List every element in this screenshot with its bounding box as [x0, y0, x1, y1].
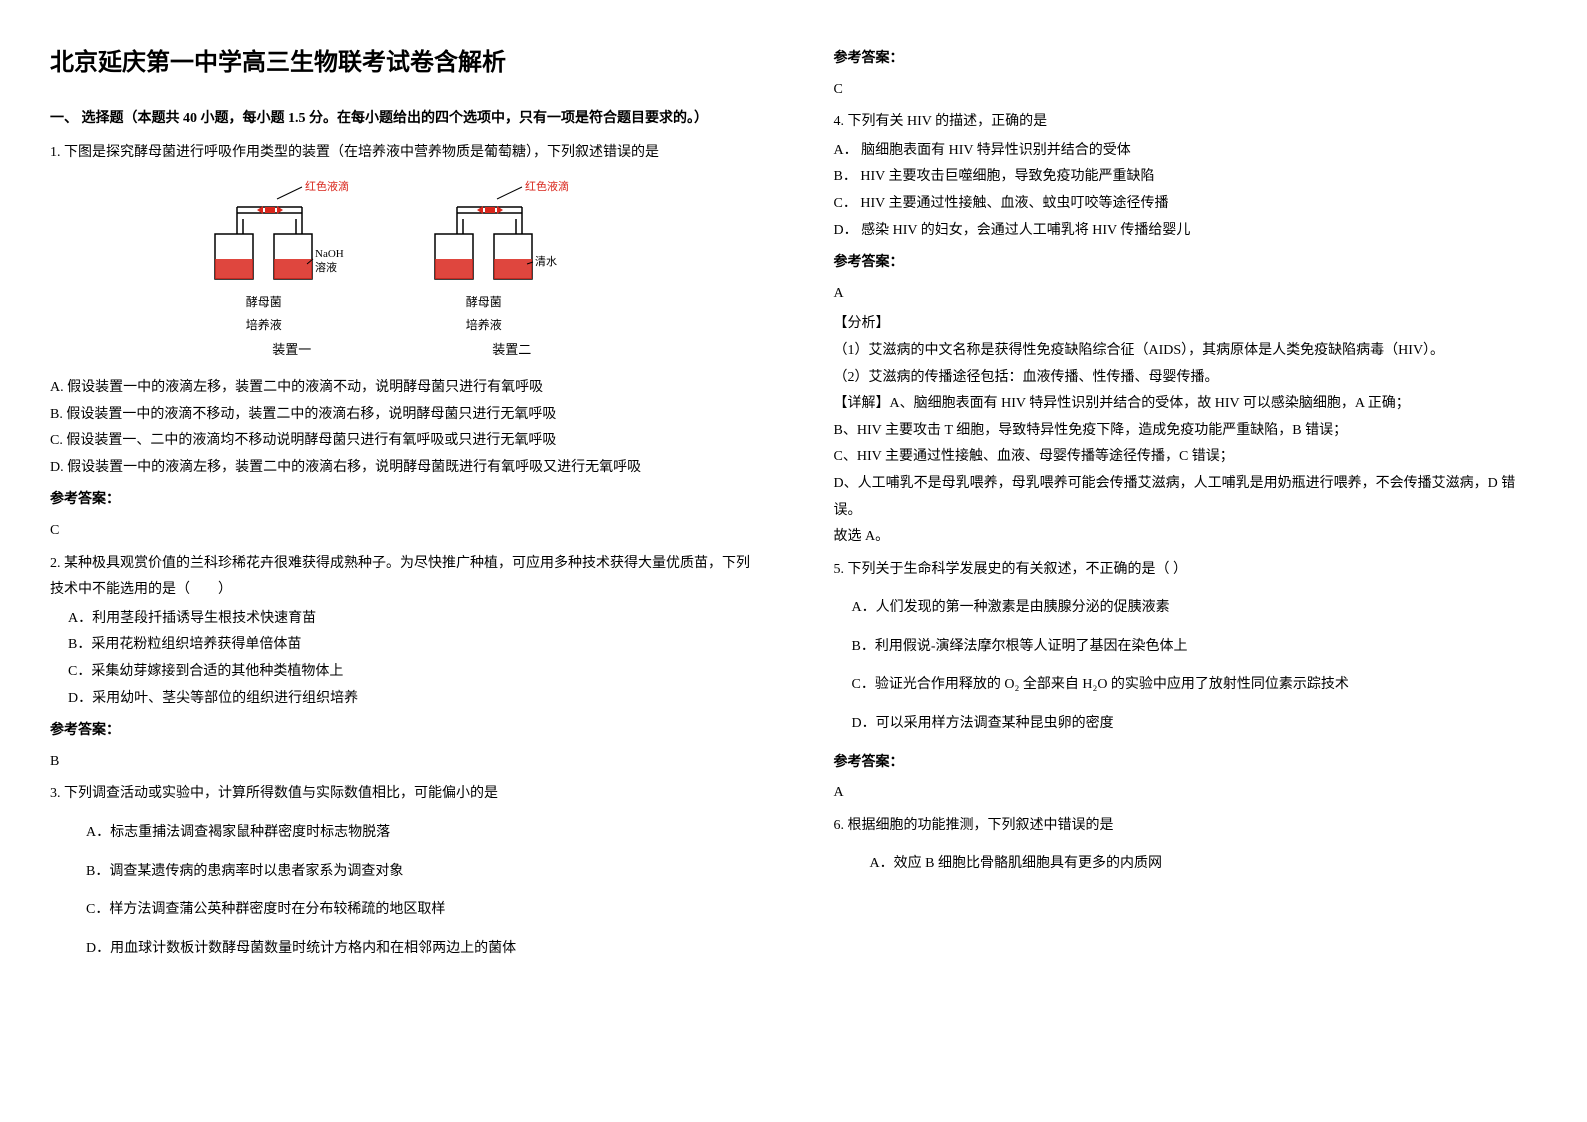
yeast-label-2b: 培养液	[466, 314, 502, 337]
q3-stem: 3. 下列调查活动或实验中，计算所得数值与实际数值相比，可能偏小的是	[50, 781, 754, 808]
q4-analysis1: （1）艾滋病的中文名称是获得性免疫缺陷综合征（AIDS），其病原体是人类免疫缺陷…	[834, 338, 1538, 365]
q5-optA: A．人们发现的第一种激素是由胰腺分泌的促胰液素	[834, 595, 1538, 622]
q2-optD: D．采用幼叶、茎尖等部位的组织进行组织培养	[50, 686, 754, 713]
q1-optA: A. 假设装置一中的液滴左移，装置二中的液滴不动，说明酵母菌只进行有氧呼吸	[50, 375, 754, 402]
apparatus-1-svg: 红色液滴 NaOH 溶液	[207, 179, 377, 309]
q3-optD: D．用血球计数板计数酵母菌数量时统计方格内和在相邻两边上的菌体	[50, 936, 754, 963]
apparatus-1-label: 装置一	[272, 338, 311, 363]
q4-answer-label: 参考答案：	[834, 250, 1538, 277]
q1-optB: B. 假设装置一中的液滴不移动，装置二中的液滴右移，说明酵母菌只进行无氧呼吸	[50, 402, 754, 429]
apparatus-1: 红色液滴 NaOH 溶液 酵母菌 培养液	[207, 179, 377, 363]
q3-optA: A．标志重捕法调查褐家鼠种群密度时标志物脱落	[50, 820, 754, 847]
q4-analysis2: （2）艾滋病的传播途径包括：血液传播、性传播、母婴传播。	[834, 365, 1538, 392]
q2-optA: A．利用茎段扦插诱导生根技术快速育苗	[50, 606, 754, 633]
right-column: 参考答案： C 4. 下列有关 HIV 的描述，正确的是 A． 脑细胞表面有 H…	[834, 40, 1538, 1082]
q5-optB: B．利用假说-演绎法摩尔根等人证明了基因在染色体上	[834, 634, 1538, 661]
q4-detailD: D、人工哺乳不是母乳喂养，母乳喂养可能会传播艾滋病，人工哺乳是用奶瓶进行喂养，不…	[834, 471, 1538, 524]
left-column: 北京延庆第一中学高三生物联考试卷含解析 一、 选择题（本题共 40 小题，每小题…	[50, 40, 754, 1082]
q5-stem: 5. 下列关于生命科学发展史的有关叙述，不正确的是（ ）	[834, 557, 1538, 584]
q4-optD: D． 感染 HIV 的妇女，会通过人工哺乳将 HIV 传播给婴儿	[834, 218, 1538, 245]
q1-optC: C. 假设装置一、二中的液滴均不移动说明酵母菌只进行有氧呼吸或只进行无氧呼吸	[50, 428, 754, 455]
q5-optD: D．可以采用样方法调查某种昆虫卵的密度	[834, 711, 1538, 738]
q2-optC: C．采集幼芽嫁接到合适的其他种类植物体上	[50, 659, 754, 686]
naoh-label-2: 溶液	[315, 260, 337, 274]
q1-optD: D. 假设装置一中的液滴左移，装置二中的液滴右移，说明酵母菌既进行有氧呼吸又进行…	[50, 455, 754, 482]
q3-optC: C．样方法调查蒲公英种群密度时在分布较稀疏的地区取样	[50, 897, 754, 924]
apparatus-2-svg: 红色液滴 清水	[427, 179, 597, 309]
section-header: 一、 选择题（本题共 40 小题，每小题 1.5 分。在每小题给出的四个选项中，…	[50, 106, 754, 133]
q3-answer: C	[834, 77, 1538, 104]
q4-detailA: A、脑细胞表面有 HIV 特异性识别并结合的受体，故 HIV 可以感染脑细胞，A…	[890, 396, 1410, 411]
q1-stem: 1. 下图是探究酵母菌进行呼吸作用类型的装置（在培养液中营养物质是葡萄糖），下列…	[50, 140, 754, 167]
q4-answer: A	[834, 281, 1538, 308]
q4-analysis-label: 【分析】	[834, 311, 1538, 338]
yeast-label-2a: 酵母菌	[466, 291, 502, 314]
red-drop-label: 红色液滴	[305, 179, 349, 193]
q6-stem: 6. 根据细胞的功能推测，下列叙述中错误的是	[834, 813, 1538, 840]
q4-detail-label: 【详解】	[834, 396, 890, 411]
apparatus-2: 红色液滴 清水 酵母菌 培养液 装置二	[427, 179, 597, 363]
q2-optB: B．采用花粉粒组织培养获得单倍体苗	[50, 632, 754, 659]
q4-optB: B． HIV 主要攻击巨噬细胞，导致免疫功能严重缺陷	[834, 164, 1538, 191]
red-drop-label-2: 红色液滴	[525, 179, 569, 193]
q5-answer: A	[834, 780, 1538, 807]
q5-answer-label: 参考答案：	[834, 750, 1538, 777]
yeast-label-1b: 培养液	[246, 314, 282, 337]
water-label: 清水	[535, 255, 557, 268]
q2-answer: B	[50, 749, 754, 776]
yeast-label-1a: 酵母菌	[246, 291, 282, 314]
q4-detailC: C、HIV 主要通过性接触、血液、母婴传播等途径传播，C 错误；	[834, 444, 1538, 471]
q2-answer-label: 参考答案：	[50, 718, 754, 745]
q3-answer-label: 参考答案：	[834, 46, 1538, 73]
q3-optB: B．调查某遗传病的患病率时以患者家系为调查对象	[50, 859, 754, 886]
q1-answer-label: 参考答案：	[50, 487, 754, 514]
page-title: 北京延庆第一中学高三生物联考试卷含解析	[50, 40, 754, 86]
q4-optA: A． 脑细胞表面有 HIV 特异性识别并结合的受体	[834, 138, 1538, 165]
q4-detailB: B、HIV 主要攻击 T 细胞，导致特异性免疫下降，造成免疫功能严重缺陷，B 错…	[834, 418, 1538, 445]
q4-stem: 4. 下列有关 HIV 的描述，正确的是	[834, 109, 1538, 136]
q4-conclusion: 故选 A。	[834, 524, 1538, 551]
q1-diagram: 红色液滴 NaOH 溶液 酵母菌 培养液	[50, 179, 754, 363]
naoh-label-1: NaOH	[315, 248, 344, 260]
q1-answer: C	[50, 518, 754, 545]
apparatus-2-label: 装置二	[492, 338, 531, 363]
q4-optC: C． HIV 主要通过性接触、血液、蚊虫叮咬等途径传播	[834, 191, 1538, 218]
q6-optA: A．效应 B 细胞比骨骼肌细胞具有更多的内质网	[834, 851, 1538, 878]
q5-optC: C．验证光合作用释放的 O₂ 全部来自 H₂O 的实验中应用了放射性同位素示踪技…	[834, 672, 1538, 699]
q2-stem: 2. 某种极具观赏价值的兰科珍稀花卉很难获得成熟种子。为尽快推广种植，可应用多种…	[50, 551, 754, 604]
